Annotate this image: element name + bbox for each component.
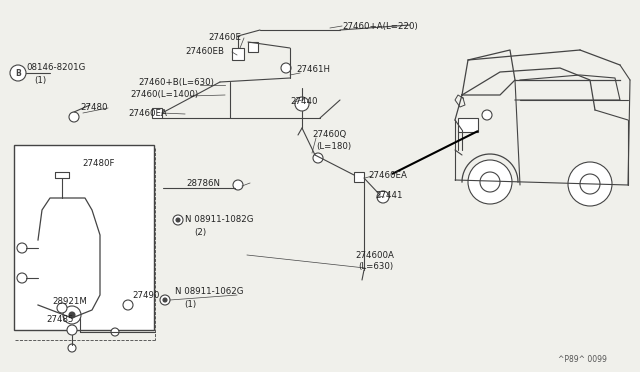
Text: 27480: 27480 [80,103,108,112]
Circle shape [173,215,183,225]
Text: 27460+B(L=630): 27460+B(L=630) [138,77,214,87]
Text: 27460EA: 27460EA [128,109,167,118]
Circle shape [63,306,81,324]
Text: N 08911-1062G: N 08911-1062G [175,288,243,296]
Circle shape [313,153,323,163]
Circle shape [163,298,167,302]
Circle shape [160,295,170,305]
Circle shape [111,328,119,336]
Bar [354,172,364,182]
Circle shape [57,303,67,313]
Circle shape [568,162,612,206]
Bar [152,108,162,118]
Circle shape [377,191,389,203]
Circle shape [17,273,27,283]
Text: (1): (1) [184,299,196,308]
Circle shape [68,344,76,352]
Circle shape [69,112,79,122]
Circle shape [233,180,243,190]
Circle shape [281,63,291,73]
Text: 27485: 27485 [46,315,74,324]
Circle shape [580,174,600,194]
Text: B: B [15,68,21,77]
Text: 27460(L=1400): 27460(L=1400) [130,90,198,99]
Text: 27460EB: 27460EB [185,48,224,57]
Circle shape [69,312,75,318]
Text: 28921M: 28921M [52,298,87,307]
Text: 274600A: 274600A [355,250,394,260]
Circle shape [176,218,180,222]
Bar [248,42,258,52]
Text: (1): (1) [34,76,46,84]
Text: (L=180): (L=180) [316,142,351,151]
Bar [232,48,244,60]
Bar [14,145,154,330]
Text: 27440: 27440 [290,97,317,106]
Text: ^P89^ 0099: ^P89^ 0099 [558,356,607,365]
Text: N 08911-1082G: N 08911-1082G [185,215,253,224]
Text: (L=630): (L=630) [358,263,393,272]
Circle shape [480,172,500,192]
Text: 27460E: 27460E [208,33,241,42]
Text: (2): (2) [194,228,206,237]
Text: 27480F: 27480F [82,158,115,167]
Circle shape [17,243,27,253]
Circle shape [295,97,309,111]
Circle shape [468,160,512,204]
Circle shape [10,65,26,81]
Circle shape [123,300,133,310]
Text: 27461H: 27461H [296,65,330,74]
Text: 27460Q: 27460Q [312,131,346,140]
Circle shape [67,325,77,335]
Text: 08146-8201G: 08146-8201G [26,64,85,73]
Text: 27460+A(L=220): 27460+A(L=220) [342,22,418,31]
Bar [458,118,478,132]
Text: 27460EA: 27460EA [368,170,407,180]
Text: 28786N: 28786N [186,179,220,187]
Circle shape [482,110,492,120]
Text: 27441: 27441 [375,190,403,199]
Text: 27490: 27490 [132,291,159,299]
